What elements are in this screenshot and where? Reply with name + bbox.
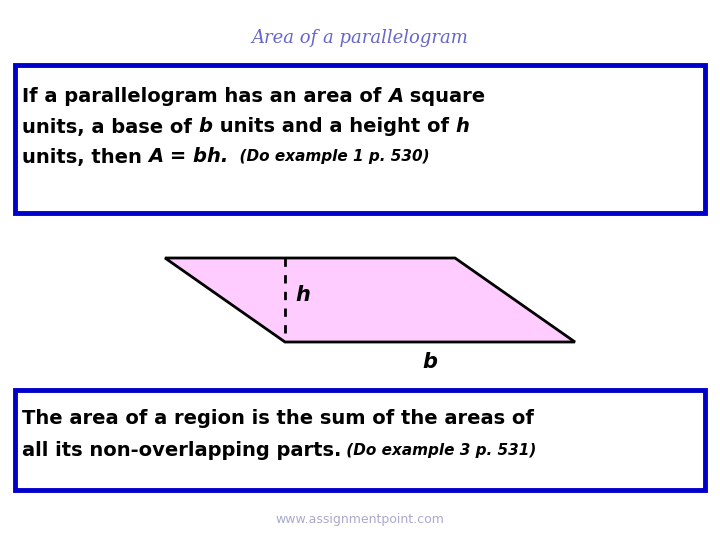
FancyBboxPatch shape xyxy=(15,390,705,490)
Text: b: b xyxy=(423,352,438,372)
Text: all its non-overlapping parts.: all its non-overlapping parts. xyxy=(22,441,341,460)
Text: square: square xyxy=(403,87,485,106)
Polygon shape xyxy=(165,258,575,342)
Text: units, a base of: units, a base of xyxy=(22,118,199,137)
Text: b: b xyxy=(199,118,212,137)
Text: www.assignmentpoint.com: www.assignmentpoint.com xyxy=(276,514,444,526)
Text: The area of a region is the sum of the areas of: The area of a region is the sum of the a… xyxy=(22,408,534,428)
Text: units, then: units, then xyxy=(22,147,148,166)
Text: h: h xyxy=(295,285,310,305)
FancyBboxPatch shape xyxy=(15,65,705,213)
Text: A: A xyxy=(388,87,403,106)
Text: If a parallelogram has an area of: If a parallelogram has an area of xyxy=(22,87,388,106)
Text: h: h xyxy=(455,118,469,137)
Text: (Do example 1 p. 530): (Do example 1 p. 530) xyxy=(229,150,430,165)
Text: units and a height of: units and a height of xyxy=(212,118,455,137)
Text: Area of a parallelogram: Area of a parallelogram xyxy=(251,29,469,47)
Text: A = bh.: A = bh. xyxy=(148,147,229,166)
Text: (Do example 3 p. 531): (Do example 3 p. 531) xyxy=(341,442,536,457)
